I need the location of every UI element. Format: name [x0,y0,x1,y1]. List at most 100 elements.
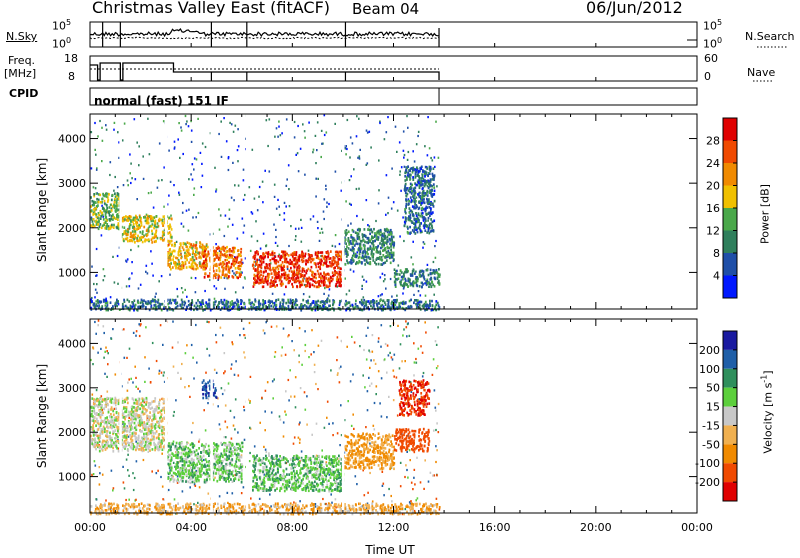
power-cell [336,271,338,274]
power-cell [318,251,320,254]
vel-cell [107,352,109,354]
vel-cell [153,435,155,438]
power-cell [255,252,257,255]
vel-cell [129,431,131,434]
power-cell [399,273,401,276]
vel-cell [332,422,334,424]
power-cell [388,301,390,304]
power-cell [380,229,382,232]
power-cell [305,262,307,265]
power-cell [309,296,311,298]
power-cell [387,229,389,232]
vel-cell [396,376,398,378]
power-cell [254,298,256,301]
vel-cell [294,436,296,438]
power-cell [94,149,96,151]
power-cell [317,121,319,123]
vel-cell [131,416,133,419]
power-cell [150,306,152,309]
power-cell [381,234,383,237]
power-cell [311,274,313,277]
vel-cell [300,387,302,389]
power-cell [406,271,408,274]
power-cell [215,276,217,279]
power-cell [116,305,118,308]
power-cell [346,293,348,295]
vel-cell [107,363,109,365]
power-cell [274,184,276,186]
power-cell [145,306,147,309]
vel-cell [132,472,134,474]
power-cell [417,280,419,283]
power-cell [323,293,325,295]
power-cell [199,245,201,248]
power-cell [310,261,312,264]
vel-cell [203,459,205,461]
power-cell [402,216,404,218]
power-cell [298,269,300,272]
power-cell [216,188,218,190]
vel-cell [232,492,234,494]
vel-cell [288,399,290,401]
power-cell [258,282,260,285]
power-cell [278,121,280,123]
vel-cell [386,372,388,374]
vel-cell [373,425,375,427]
power-cell [409,281,411,284]
vel-cell [244,356,246,358]
power-cell [337,273,339,276]
power-cell [263,271,265,274]
power-cell [330,277,332,280]
power-cell [323,284,325,287]
power-cell [340,256,342,259]
power-cell [205,248,207,251]
vel-cell [351,336,353,338]
vel-cell [249,460,251,462]
vel-cell [156,360,158,362]
power-cell [141,237,143,240]
power-cell [423,241,425,243]
vel-cell [353,428,355,430]
vel-cell [151,435,153,438]
power-cell [311,258,313,261]
power-cell [140,302,142,305]
power-cells [90,114,441,312]
power-cell [294,253,296,256]
power-cell [131,177,133,179]
power-cell [142,155,144,157]
power-cell [94,122,96,124]
power-cell [169,217,171,220]
power-cell [115,302,117,305]
power-cell [315,251,317,254]
power-cell [353,270,355,272]
vel-cell [155,432,157,435]
vel-cell [295,376,297,378]
power-cell [275,280,277,283]
power-cell [232,162,234,164]
vel-cell [299,442,301,444]
power-cell [175,302,177,305]
vel-cell [243,334,245,336]
vel-cell [144,381,146,383]
power-cell [419,215,421,218]
power-cell [173,184,175,186]
power-cell [339,302,341,305]
vel-cell [415,358,417,360]
vel-cell [98,320,100,322]
power-cell [274,136,276,138]
power-cell [229,218,231,220]
power-cell [178,122,180,124]
vel-cell [337,336,339,338]
power-cell [265,276,267,279]
power-cell [91,300,93,303]
power-cell [131,272,133,274]
power-gap [246,114,249,309]
power-cell [265,270,267,273]
power-cell [221,156,223,158]
power-cell [372,259,374,262]
power-cell [238,253,240,256]
power-cell [421,282,423,285]
vel-cell [406,335,408,337]
power-cell [422,199,424,202]
power-cell [315,277,317,280]
